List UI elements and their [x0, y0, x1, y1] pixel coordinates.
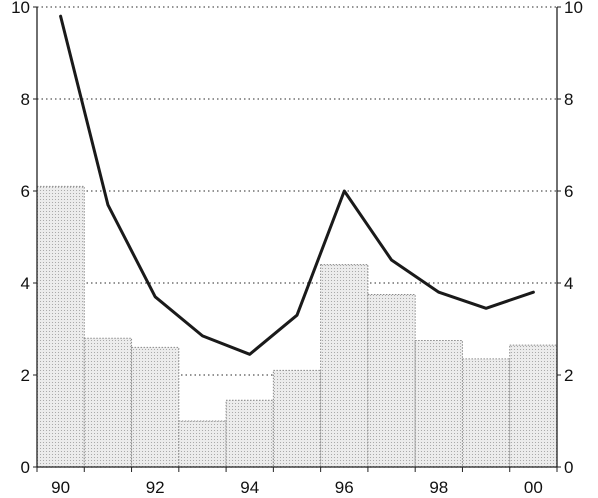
bar-95: [272, 369, 322, 468]
y-tick-label-right: 10: [564, 0, 583, 17]
y-tick-label-left: 0: [21, 458, 30, 477]
y-tick-label-left: 8: [21, 90, 30, 109]
y-tick-label-right: 0: [564, 458, 573, 477]
y-tick-label-right: 4: [564, 274, 573, 293]
line-series: [59, 14, 535, 356]
x-tick-label: 98: [429, 478, 448, 497]
bar-series: [36, 185, 558, 468]
y-tick-label-left: 10: [11, 0, 30, 17]
y-tick-label-left: 6: [21, 182, 30, 201]
plot-frame: [33, 6, 561, 472]
line-path: [59, 14, 535, 356]
bar-90: [36, 185, 85, 468]
x-tick-label: 00: [524, 478, 543, 497]
bar-98: [414, 340, 463, 468]
x-tick-label: 94: [240, 478, 259, 497]
bar-91: [83, 337, 133, 468]
bar-93: [178, 420, 227, 468]
x-tick-label: 90: [51, 478, 70, 497]
bar-92: [131, 346, 180, 468]
x-tick-label: 96: [335, 478, 354, 497]
bar-00: [509, 344, 558, 468]
y-tick-label-left: 4: [21, 274, 30, 293]
y-tick-label-left: 2: [21, 366, 30, 385]
y-tick-label-right: 6: [564, 182, 573, 201]
bar-97: [367, 294, 416, 468]
y-tick-label-right: 2: [564, 366, 573, 385]
x-tick-label: 92: [146, 478, 165, 497]
bar-96: [320, 264, 369, 468]
bar-99: [461, 358, 511, 468]
y-tick-label-right: 8: [564, 90, 573, 109]
bar-94: [225, 399, 274, 468]
